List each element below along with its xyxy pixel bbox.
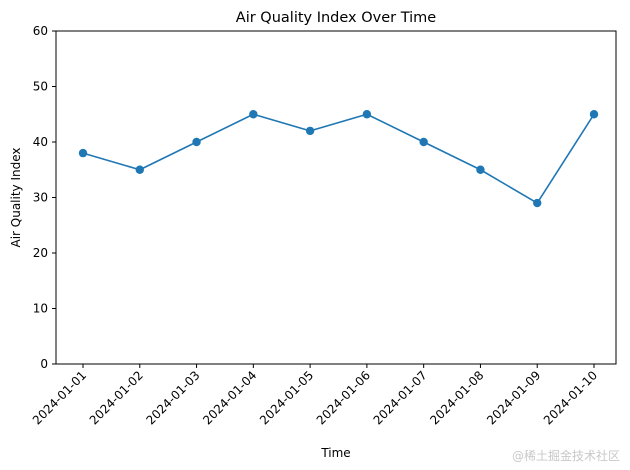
plot-frame <box>55 30 617 365</box>
watermark: @稀土掘金技术社区 <box>511 449 620 463</box>
data-point <box>419 137 428 147</box>
data-point <box>476 165 485 174</box>
data-point <box>78 148 88 158</box>
x-tick-label: 2024-01-02 <box>87 368 146 427</box>
data-point <box>135 165 144 174</box>
y-tick-label: 50 <box>33 80 48 94</box>
x-tick-label: 2024-01-09 <box>484 368 543 427</box>
y-axis: 0 10 20 30 40 50 60 <box>33 24 56 371</box>
series-line <box>82 113 595 204</box>
y-axis-label: Air Quality Index <box>9 147 23 247</box>
x-axis: 2024-01-012024-01-022024-01-032024-01-04… <box>30 364 600 427</box>
x-tick-label: 2024-01-08 <box>427 368 486 427</box>
x-tick-label: 2024-01-06 <box>314 368 373 427</box>
data-point <box>249 110 258 119</box>
x-axis-label: Time <box>320 446 350 460</box>
x-tick-label: 2024-01-04 <box>200 368 259 427</box>
data-point <box>589 110 599 119</box>
data-point <box>533 198 542 208</box>
x-tick-label: 2024-01-01 <box>30 368 89 427</box>
y-tick-label: 30 <box>33 191 48 205</box>
x-tick-label: 2024-01-05 <box>257 368 316 427</box>
data-point <box>362 110 372 119</box>
x-tick-label: 2024-01-10 <box>541 368 600 427</box>
y-tick-label: 40 <box>33 135 48 149</box>
x-tick-label: 2024-01-03 <box>143 368 202 427</box>
y-tick-label: 0 <box>40 357 48 371</box>
y-tick-label: 10 <box>33 302 48 316</box>
y-tick-label: 60 <box>33 24 48 38</box>
data-point <box>305 126 315 136</box>
data-point <box>192 137 201 147</box>
y-tick-label: 20 <box>33 246 48 260</box>
chart-title: Air Quality Index Over Time <box>236 10 437 26</box>
x-tick-label: 2024-01-07 <box>371 368 430 427</box>
